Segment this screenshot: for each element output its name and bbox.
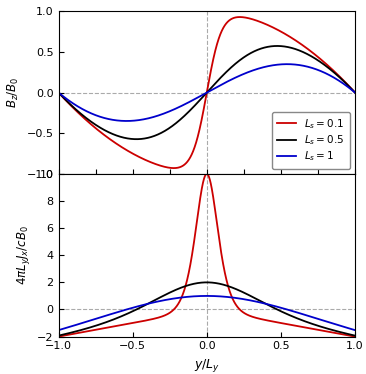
$L_s = 1$ <box>110 117 115 122</box>
$L_s = 0.1$ <box>110 139 115 143</box>
X-axis label: $y/L_y$: $y/L_y$ <box>194 357 220 374</box>
$L_s = 1$ <box>170 108 174 113</box>
Line: $L_s = 1$: $L_s = 1$ <box>59 64 355 121</box>
$L_s = 0.1$ <box>234 15 239 19</box>
$L_s = 0.5$ <box>278 44 282 48</box>
$L_s = 1$ <box>278 62 282 67</box>
$L_s = 0.1$ <box>56 91 61 95</box>
Legend: $L_s = 0.1$, $L_s = 0.5$, $L_s = 1$: $L_s = 0.1$, $L_s = 0.5$, $L_s = 1$ <box>272 112 350 169</box>
$L_s = 0.1$ <box>300 43 305 47</box>
$L_s = 0.1$ <box>278 29 282 33</box>
$L_s = 1$ <box>285 62 289 67</box>
$L_s = 0.5$ <box>234 61 239 65</box>
$L_s = 1$ <box>56 91 61 95</box>
$L_s = 0.1$ <box>249 17 254 21</box>
$L_s = 0.5$ <box>110 132 115 136</box>
$L_s = 0.1$ <box>238 15 242 19</box>
$L_s = 1$ <box>124 119 129 123</box>
$L_s = 0.1$ <box>169 166 174 170</box>
$L_s = 1$ <box>234 75 239 79</box>
Line: $L_s = 0.1$: $L_s = 0.1$ <box>59 17 355 168</box>
$L_s = 0.5$ <box>275 44 279 48</box>
$L_s = 0.1$ <box>172 166 176 170</box>
$L_s = 0.5$ <box>353 91 357 95</box>
Y-axis label: $4\pi L_y J_x/cB_0$: $4\pi L_y J_x/cB_0$ <box>15 225 31 285</box>
Y-axis label: $B_z/B_0$: $B_z/B_0$ <box>6 77 21 108</box>
$L_s = 0.5$ <box>56 91 61 95</box>
$L_s = 0.1$ <box>353 91 357 95</box>
Line: $L_s = 0.5$: $L_s = 0.5$ <box>59 46 355 139</box>
$L_s = 0.5$ <box>134 137 139 141</box>
$L_s = 0.5$ <box>300 49 305 54</box>
$L_s = 1$ <box>353 91 357 95</box>
$L_s = 0.5$ <box>170 124 174 129</box>
$L_s = 1$ <box>300 63 305 68</box>
$L_s = 0.5$ <box>249 50 254 55</box>
$L_s = 1$ <box>249 69 254 73</box>
